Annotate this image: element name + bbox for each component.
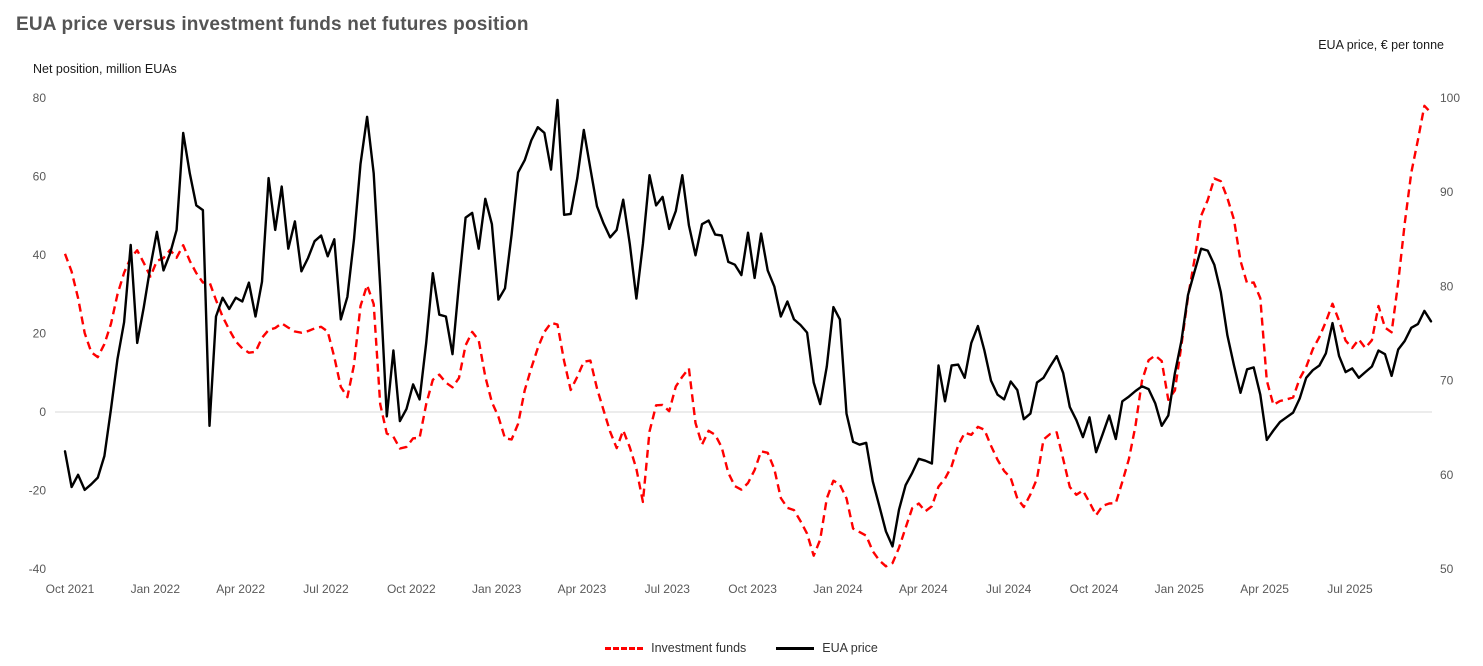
x-axis-tick-label: Apr 2022: [216, 582, 265, 596]
x-axis-tick-label: Oct 2023: [728, 582, 777, 596]
solid-line-icon: [776, 646, 815, 650]
x-axis-tick-label: Jan 2022: [131, 582, 181, 596]
right-axis-caption: EUA price, € per tonne: [1318, 38, 1444, 52]
y-axis-left-tick-label: 60: [33, 170, 47, 184]
y-axis-right-tick-label: 50: [1440, 562, 1454, 576]
x-axis-tick-label: Apr 2024: [899, 582, 948, 596]
y-axis-right-tick-label: 70: [1440, 374, 1454, 388]
y-axis-right-tick-label: 100: [1440, 91, 1460, 105]
y-axis-left-tick-label: -20: [29, 484, 47, 498]
x-axis-tick-label: Jan 2023: [472, 582, 522, 596]
legend-item-investment-funds: Investment funds: [605, 641, 746, 655]
investment-funds-line: [63, 104, 1432, 568]
x-axis-tick-label: Oct 2024: [1070, 582, 1119, 596]
x-axis-tick-label: Oct 2022: [387, 582, 436, 596]
dashed-line-icon: [605, 646, 644, 650]
y-axis-left-tick-label: 80: [33, 91, 47, 105]
y-axis-left-tick-label: 20: [33, 327, 47, 341]
x-axis-tick-label: Oct 2021: [46, 582, 95, 596]
x-axis-tick-label: Jul 2024: [986, 582, 1032, 596]
y-axis-left-tick-label: -40: [29, 562, 47, 576]
y-axis-right-tick-label: 90: [1440, 185, 1454, 199]
x-axis-tick-label: Jan 2025: [1155, 582, 1205, 596]
x-axis-tick-label: Apr 2025: [1240, 582, 1289, 596]
y-axis-left-tick-label: 0: [39, 405, 46, 419]
x-axis-tick-label: Jul 2022: [303, 582, 349, 596]
x-axis-tick-label: Apr 2023: [558, 582, 607, 596]
eua-price-line: [63, 98, 1433, 548]
legend-item-eua-price: EUA price: [776, 641, 878, 655]
legend-label: Investment funds: [651, 641, 747, 655]
y-axis-right-tick-label: 60: [1440, 468, 1454, 482]
y-axis-right-tick-label: 80: [1440, 279, 1454, 293]
x-axis-tick-label: Jul 2025: [1327, 582, 1373, 596]
x-axis-tick-label: Jul 2023: [645, 582, 691, 596]
left-axis-caption: Net position, million EUAs: [33, 62, 177, 76]
chart-legend: Investment funds EUA price: [0, 641, 1483, 655]
legend-label: EUA price: [822, 641, 878, 655]
y-axis-left-tick-label: 40: [33, 248, 47, 262]
x-axis-tick-label: Jan 2024: [813, 582, 863, 596]
chart-title: EUA price versus investment funds net fu…: [16, 14, 529, 35]
